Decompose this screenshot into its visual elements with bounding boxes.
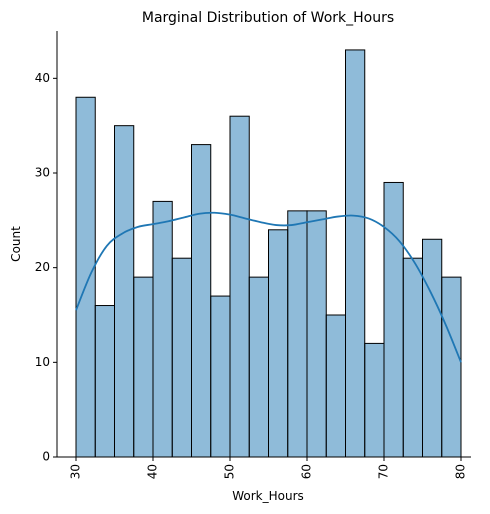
histogram-bar bbox=[422, 238, 443, 458]
x-axis-label: Work_Hours bbox=[232, 489, 304, 503]
kde-curve bbox=[75, 211, 462, 363]
chart-title: Marginal Distribution of Work_Hours bbox=[142, 10, 394, 26]
x-tick-label: 60 bbox=[300, 464, 314, 479]
histogram-bar bbox=[345, 49, 366, 458]
x-tick-label: 30 bbox=[69, 464, 83, 479]
histogram-bar bbox=[287, 210, 308, 458]
x-tick-label: 80 bbox=[454, 464, 468, 479]
y-axis-label: Count bbox=[9, 226, 23, 262]
y-tick-label: 40 bbox=[35, 71, 50, 85]
histogram-bar bbox=[75, 96, 96, 458]
x-tick-label: 70 bbox=[377, 464, 391, 479]
histogram-bar bbox=[171, 257, 192, 458]
histogram-bar bbox=[229, 115, 250, 458]
y-ticks-group: 0 10 20 30 40 bbox=[35, 71, 57, 464]
y-tick-label: 30 bbox=[35, 166, 50, 180]
histogram-bar bbox=[325, 314, 346, 458]
histogram-bar bbox=[152, 200, 173, 458]
histogram-bar bbox=[268, 229, 289, 458]
histogram-bar bbox=[306, 210, 327, 458]
y-tick-label: 0 bbox=[42, 450, 50, 464]
x-tick-label: 50 bbox=[223, 464, 237, 479]
histogram-bar bbox=[114, 125, 135, 458]
histogram-bar bbox=[133, 276, 154, 458]
y-tick-label: 10 bbox=[35, 355, 50, 369]
x-tick-label: 40 bbox=[146, 464, 160, 479]
histogram-bar bbox=[441, 276, 462, 458]
histogram-bar bbox=[94, 305, 115, 458]
y-tick-label: 20 bbox=[35, 260, 50, 274]
histogram-bar bbox=[191, 144, 212, 458]
histogram-bar bbox=[248, 276, 269, 458]
histogram-bar bbox=[210, 295, 231, 458]
histogram-bar bbox=[383, 181, 404, 458]
histogram-bar bbox=[402, 257, 423, 458]
x-ticks-group: 30 40 50 60 70 80 bbox=[69, 457, 468, 479]
histogram-bar bbox=[364, 342, 385, 458]
bars-group bbox=[75, 49, 462, 458]
